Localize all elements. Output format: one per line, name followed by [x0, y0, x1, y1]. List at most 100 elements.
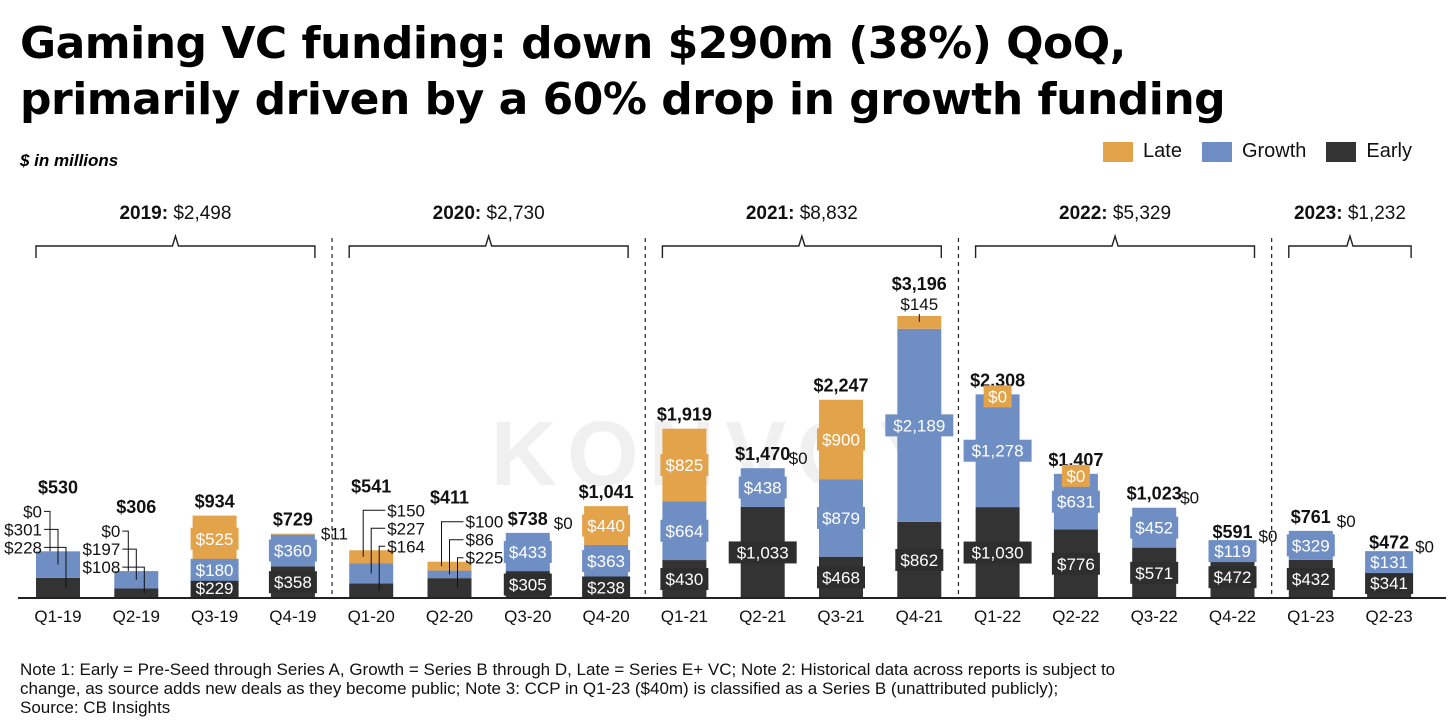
- label-growth-Q4-22: $119: [1214, 542, 1251, 561]
- watermark-text: KONVOY: [491, 403, 950, 505]
- label-early-Q2-21-bg: [728, 541, 797, 564]
- leader-label-late-Q2-19: $0: [101, 522, 120, 541]
- leader-label-late-Q2-20: $100: [466, 513, 504, 532]
- leader-line-growth-Q1-20: [370, 527, 386, 574]
- label-late-Q4-22: $0: [1259, 527, 1278, 546]
- label-growth-Q3-21-bg: [817, 506, 865, 529]
- label-growth-Q3-21: $879: [822, 509, 860, 528]
- year-total-label-1: 2020: $2,730: [433, 203, 545, 224]
- bar-early-Q2-19: [114, 588, 159, 598]
- leader-label-growth-Q2-19: $197: [82, 540, 120, 559]
- label-late-Q3-21: $900: [822, 430, 860, 449]
- legend-swatch-growth: [1201, 141, 1232, 162]
- year-name: 2021:: [746, 203, 795, 224]
- label-early-Q2-22-bg: [1051, 552, 1100, 575]
- x-tick-label-Q3-19: Q3-19: [191, 607, 238, 626]
- leader-label-early-Q1-20: $164: [387, 537, 425, 556]
- year-total-label-2: 2021: $8,832: [746, 203, 858, 224]
- legend: Late Growth Early: [1103, 140, 1412, 163]
- leader-label-early-Q2-19: $108: [82, 558, 120, 577]
- year-total: $2,730: [481, 203, 544, 224]
- label-growth-Q2-22-bg: [1051, 490, 1100, 513]
- label-growth-Q4-21: $2,189: [893, 416, 945, 435]
- label-growth-Q1-23: $329: [1292, 536, 1330, 555]
- label-late-Q1-22: $0: [988, 387, 1007, 406]
- label-growth-Q3-19: $180: [196, 561, 234, 580]
- label-growth-Q4-19-bg: [268, 539, 317, 562]
- year-name: 2019:: [119, 203, 168, 224]
- x-tick-label-Q4-22: Q4-22: [1209, 607, 1256, 626]
- leader-label-early-Q2-20: $225: [466, 549, 504, 568]
- leader-line-early-Q1-19: [44, 546, 67, 588]
- label-early-Q1-22: $1,030: [972, 544, 1024, 563]
- leader-line-growth-Q2-19: [122, 548, 137, 580]
- legend-label-early: Early: [1366, 140, 1412, 162]
- x-tick-label-Q2-22: Q2-22: [1052, 607, 1099, 626]
- legend-item-late: Late: [1103, 140, 1182, 163]
- chart-title: Gaming VC funding: down $290m (38%) QoQ,…: [20, 16, 1440, 128]
- year-total-label-4: 2023: $1,232: [1294, 203, 1406, 224]
- total-label-Q2-23: $472: [1369, 532, 1409, 552]
- label-growth-Q1-21: $664: [665, 522, 703, 541]
- year-total-label-3: 2022: $5,329: [1059, 203, 1171, 224]
- label-late-Q3-20: $0: [554, 514, 573, 533]
- total-label-Q2-19: $306: [116, 497, 156, 517]
- leader-label-late-Q1-20: $150: [387, 501, 425, 520]
- label-late-Q1-21: $825: [665, 456, 703, 475]
- chart-title-line-2: primarily driven by a 60% drop in growth…: [20, 74, 1226, 125]
- year-total: $2,498: [168, 203, 231, 224]
- year-total: $1,232: [1343, 203, 1406, 224]
- label-growth-Q3-20-bg: [503, 540, 552, 563]
- leader-line-growth-Q2-20: [449, 539, 464, 575]
- year-name: 2020:: [433, 203, 482, 224]
- label-late-Q3-21-bg: [817, 428, 865, 451]
- label-growth-Q3-22: $452: [1135, 519, 1173, 538]
- total-label-Q1-21: $1,919: [657, 405, 712, 425]
- label-growth-Q1-22: $1,278: [972, 442, 1024, 461]
- total-label-Q4-19: $729: [273, 510, 313, 530]
- year-name: 2022:: [1059, 203, 1108, 224]
- label-early-Q3-20-bg: [503, 573, 552, 596]
- total-label-Q3-21: $2,247: [813, 376, 868, 396]
- total-label-Q3-19: $934: [195, 492, 235, 512]
- label-early-Q3-21: $468: [822, 568, 860, 587]
- label-late-Q3-22: $0: [1180, 489, 1199, 508]
- total-label-Q4-21: $3,196: [892, 274, 947, 294]
- label-late-Q3-19-bg: [190, 527, 239, 550]
- x-tick-label-Q3-21: Q3-21: [817, 607, 864, 626]
- label-early-Q3-19: $229: [196, 579, 234, 598]
- total-label-Q1-23: $761: [1291, 507, 1331, 527]
- leader-line-early-Q2-19: [122, 566, 145, 594]
- x-tick-label-Q1-23: Q1-23: [1287, 607, 1334, 626]
- label-growth-Q4-19: $360: [274, 542, 312, 561]
- label-late-Q2-22-bg: [1061, 464, 1090, 487]
- legend-label-growth: Growth: [1241, 140, 1307, 162]
- x-tick-label-Q3-20: Q3-20: [504, 607, 551, 626]
- bar-growth-Q2-20: [427, 570, 472, 579]
- footnote-line-1: Note 1: Early = Pre-Seed through Series …: [20, 660, 1116, 679]
- legend-swatch-early: [1326, 141, 1357, 162]
- bar-late-Q4-21: [897, 316, 942, 329]
- label-early-Q2-23: $341: [1370, 574, 1408, 593]
- label-growth-Q1-23-bg: [1286, 534, 1335, 557]
- label-early-Q3-20: $305: [509, 576, 547, 595]
- total-label-Q2-20: $411: [430, 488, 469, 508]
- label-early-Q2-21: $1,033: [737, 543, 789, 562]
- label-early-Q4-20-bg: [582, 576, 631, 599]
- x-tick-label-Q1-22: Q1-22: [974, 607, 1021, 626]
- total-label-Q1-19: $530: [38, 477, 78, 497]
- stacked-bar-chart: KONVOY 2019: $2,498 2020: $2,730 2021: $8,…: [4, 203, 1446, 626]
- label-growth-Q3-19-bg: [190, 558, 239, 581]
- label-growth-Q2-21-bg: [738, 476, 787, 499]
- leader-line-early-Q1-20: [378, 545, 386, 591]
- leader-line-growth-Q1-19: [44, 528, 59, 565]
- year-bracket-0: [35, 233, 316, 258]
- x-tick-label-Q2-23: Q2-23: [1365, 607, 1412, 626]
- label-growth-Q4-20: $363: [587, 552, 625, 571]
- year-groups: 2019: $2,498 2020: $2,730 2021: $8,832 2022…: [35, 203, 1412, 598]
- bar-early-Q2-20: [427, 578, 472, 598]
- x-tick-label-Q4-20: Q4-20: [582, 607, 629, 626]
- year-name: 2023:: [1294, 203, 1343, 224]
- legend-item-early: Early: [1326, 140, 1412, 163]
- label-growth-Q2-23: $131: [1370, 553, 1408, 572]
